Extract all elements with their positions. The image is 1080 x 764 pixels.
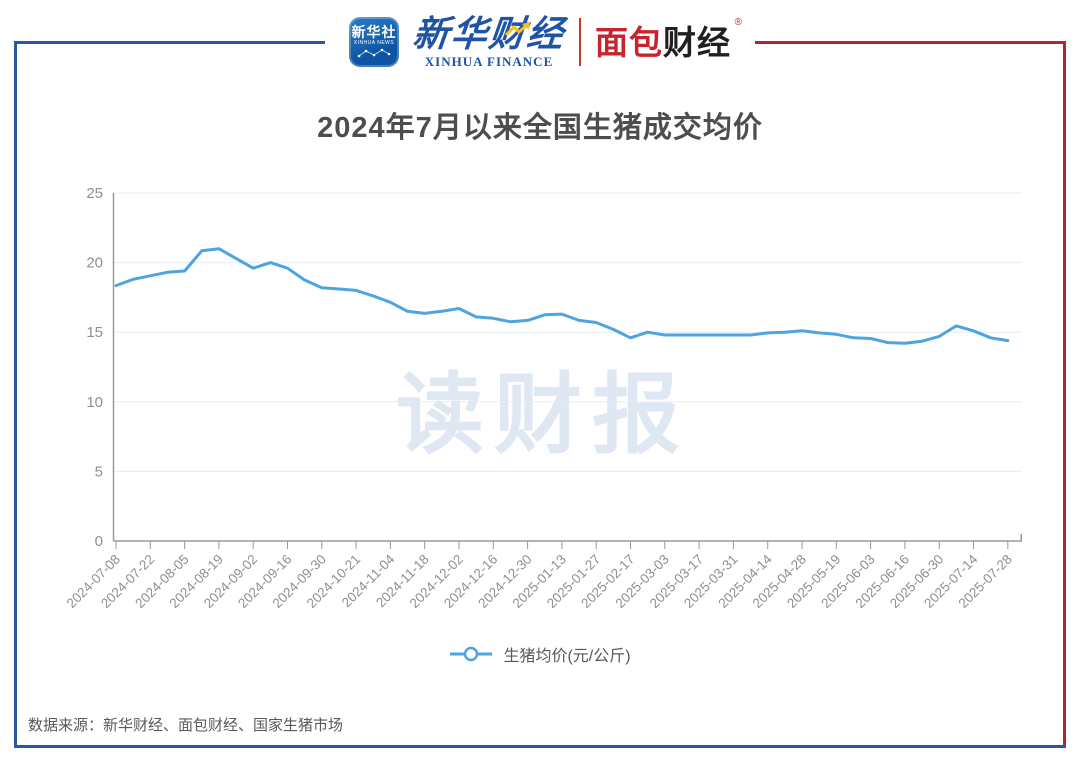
data-source-note: 数据来源：新华财经、面包财经、国家生猪市场 [28, 717, 344, 734]
xinhua-finance-logo: 新华财经 XINHUA FINANCE [410, 14, 568, 69]
price-line-chart: 05101520252024-07-082024-07-222024-08-05… [64, 185, 1022, 611]
chart-legend: 生猪均价(元/公斤) [0, 642, 1080, 666]
yellow-arrow-icon [505, 22, 531, 37]
svg-text:10: 10 [86, 394, 103, 411]
xinhua-news-app-icon: 新华社 XINHUA NEWS [349, 17, 399, 67]
header-rule-blue [14, 40, 325, 44]
legend-label: 生猪均价(元/公斤) [503, 648, 631, 665]
svg-text:25: 25 [86, 185, 103, 202]
registered-trademark-mark: ® [734, 16, 744, 28]
watermark: 读财报 [396, 365, 691, 464]
svg-text:20: 20 [86, 255, 103, 272]
xinhua-finance-en: XINHUA FINANCE [424, 54, 554, 69]
logo-group: 新华社 XINHUA NEWS 新华财经 XINHUA FINANCE [349, 14, 742, 69]
frame-border-bottom [14, 745, 1066, 748]
svg-text:5: 5 [95, 463, 103, 480]
bread-finance-logo: 面包财经 ® [595, 17, 742, 61]
frame-border-right [1063, 44, 1066, 748]
svg-text:0: 0 [95, 533, 103, 550]
header: 新华社 XINHUA NEWS 新华财经 XINHUA FINANCE [14, 14, 1067, 69]
bread-finance-part1: 面包 [595, 23, 664, 61]
logo-divider [579, 18, 582, 66]
network-dots-icon [357, 48, 391, 58]
xinhua-news-icon-cn: 新华社 [351, 24, 397, 40]
legend-line-marker-icon [450, 646, 493, 662]
chart-title: 2024年7月以来全国生猪成交均价 [317, 112, 763, 144]
svg-text:15: 15 [86, 324, 103, 341]
xinhua-finance-cn: 新华财经 [410, 14, 568, 54]
bread-finance-part2: 财经 [663, 23, 732, 61]
header-rule-red [755, 40, 1067, 44]
xinhua-news-icon-en: XINHUA NEWS [353, 40, 395, 46]
frame-border-left [14, 44, 17, 748]
